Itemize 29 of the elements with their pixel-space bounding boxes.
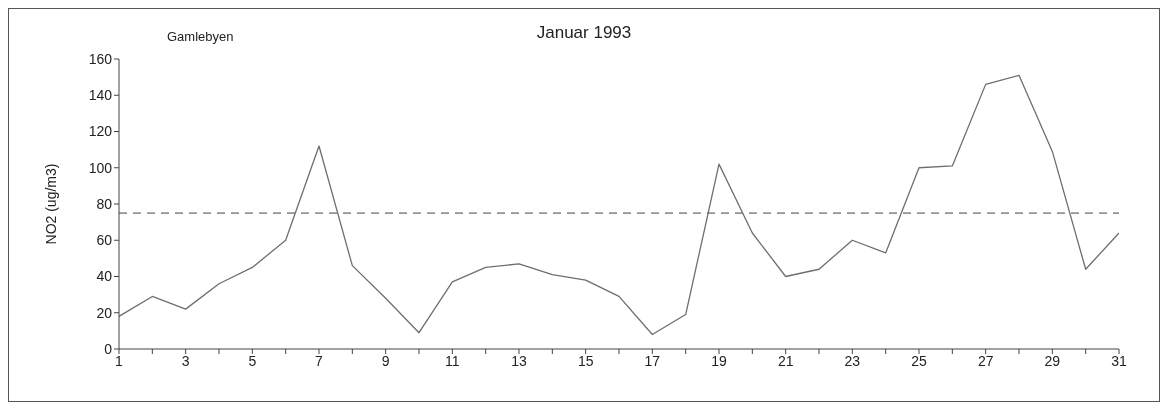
y-tick-label: 40 xyxy=(96,268,113,285)
y-tick-label: 100 xyxy=(88,159,113,176)
y-tick-label: 120 xyxy=(88,123,113,140)
x-tick-label: 29 xyxy=(1044,352,1061,369)
text: Gamlebyen xyxy=(167,29,234,44)
y-axis-title: NO2 (ug/m3) xyxy=(42,163,59,245)
x-tick-label: 17 xyxy=(644,352,661,369)
x-tick-label: 7 xyxy=(315,352,324,369)
x-tick-label: 15 xyxy=(577,352,594,369)
x-tick-label: 19 xyxy=(711,352,727,369)
x-tick-label: 13 xyxy=(511,352,527,369)
x-tick-label: 27 xyxy=(977,352,994,369)
x-tick-label: 31 xyxy=(1111,352,1127,369)
x-tick-label: 3 xyxy=(181,352,190,369)
y-tick-label: 60 xyxy=(96,232,113,249)
x-tick-label: 23 xyxy=(844,352,861,369)
y-tick-label: 80 xyxy=(96,195,113,212)
x-tick-label: 25 xyxy=(911,352,927,369)
y-tick-label: 160 xyxy=(88,50,113,67)
x-tick-label: 9 xyxy=(381,352,390,369)
x-tick-label: 5 xyxy=(248,352,257,369)
y-tick-label: 20 xyxy=(96,304,113,321)
x-tick-label: 11 xyxy=(445,352,460,369)
y-tick-label: 140 xyxy=(88,87,113,104)
line-series xyxy=(119,74,1119,336)
x-tick-label: 1 xyxy=(115,352,124,369)
y-tick-label: 0 xyxy=(104,340,113,357)
chart-title: Januar 1993 xyxy=(536,23,632,42)
x-tick-label: 21 xyxy=(777,352,794,369)
